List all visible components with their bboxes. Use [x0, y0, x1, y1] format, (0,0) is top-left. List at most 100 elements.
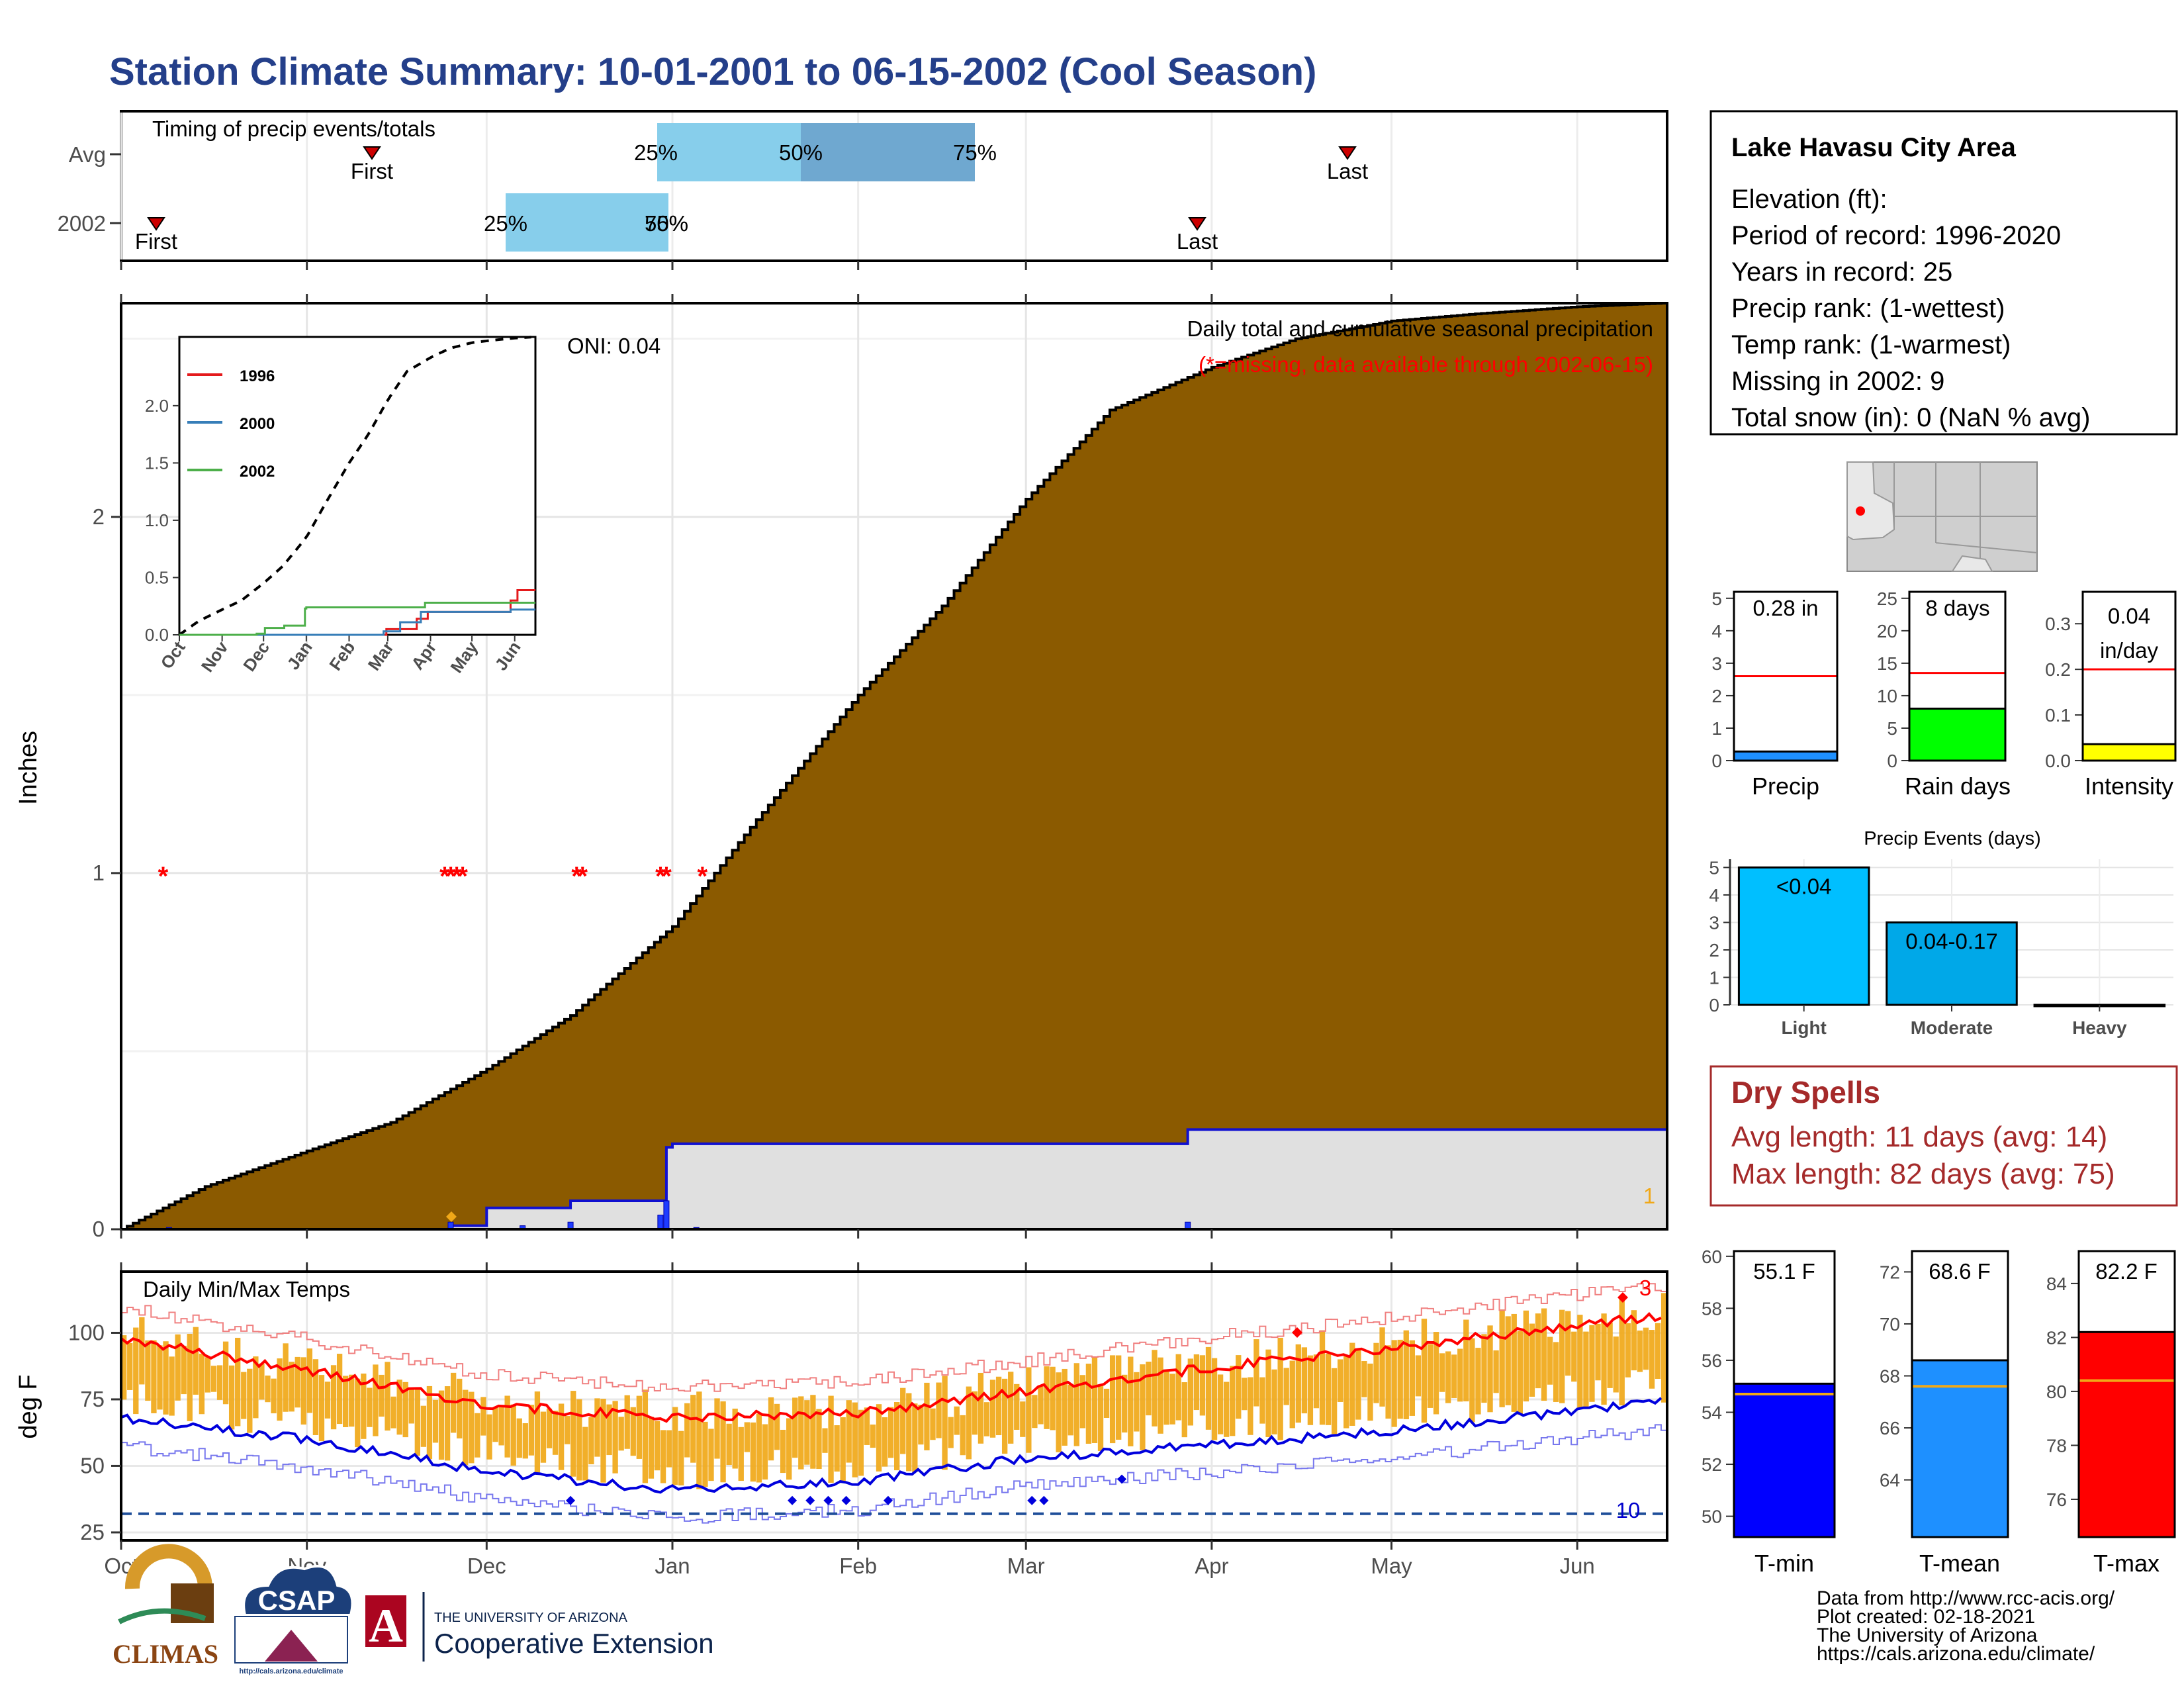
tmax-summary-bar: 76 78 80 82 84 82.2 F T-max	[2046, 1250, 2176, 1577]
daily-temp-bar	[1343, 1355, 1349, 1429]
daily-temp-bar	[463, 1389, 469, 1466]
temp-x-tick-label: Feb	[839, 1554, 877, 1578]
daily-temp-bar	[978, 1372, 984, 1444]
daily-temp-bar	[1379, 1327, 1385, 1407]
daily-temp-bar	[1475, 1348, 1481, 1415]
climas-wordmark: CLIMAS	[113, 1639, 218, 1669]
avg-q75-label: 75%	[953, 140, 997, 165]
daily-temp-bar	[672, 1407, 678, 1485]
daily-temp-bar	[289, 1362, 295, 1412]
station-info-box: Lake Havasu City Area Elevation (ft): Pe…	[1709, 110, 2178, 436]
daily-temp-bar	[612, 1401, 618, 1474]
timing-2002-box	[506, 193, 668, 252]
daily-temp-bar	[426, 1385, 433, 1460]
daily-temp-bar	[1091, 1357, 1098, 1443]
daily-temp-bar	[1134, 1372, 1140, 1432]
daily-temp-bar	[684, 1403, 690, 1458]
intensity-bar	[2081, 743, 2177, 762]
daily-temp-bar	[1439, 1353, 1445, 1392]
daily-temp-bar	[966, 1386, 972, 1460]
daily-temp-bar	[492, 1407, 498, 1442]
daily-temp-bar	[1259, 1377, 1265, 1424]
precip-bar-axis: 0 1 2 3 4 5	[1711, 588, 1734, 771]
daily-temp-bar	[1493, 1350, 1499, 1393]
daily-temp-bar	[828, 1395, 834, 1483]
temp-x-tick-label: Apr	[1195, 1554, 1228, 1578]
daily-temp-bar	[199, 1354, 205, 1415]
daily-temp-bar	[210, 1366, 217, 1392]
daily-temp-bar	[414, 1387, 420, 1456]
events-x-tick-label: Heavy	[2072, 1017, 2127, 1038]
daily-temp-bar	[1295, 1344, 1301, 1423]
daily-temp-bar	[1481, 1334, 1487, 1403]
avg-last-marker	[1338, 146, 1357, 160]
precip-frame	[120, 302, 1668, 1231]
avg-last-label: Last	[1327, 159, 1368, 183]
daily-temp-bar	[1541, 1308, 1547, 1401]
locator-map	[1846, 461, 2038, 572]
oni-label: ONI: 0.04	[567, 334, 660, 358]
daily-temp-bar	[133, 1327, 139, 1415]
daily-temp-bar	[1613, 1336, 1619, 1393]
daily-temp-bar	[894, 1402, 900, 1471]
daily-temp-bar	[432, 1399, 439, 1443]
inset-x-tick-label: Feb	[325, 637, 359, 674]
daily-temp-bar	[361, 1374, 367, 1439]
daily-temp-bar	[887, 1407, 894, 1458]
daily-temp-bar	[780, 1429, 786, 1474]
tmin-label: T-min	[1754, 1550, 1814, 1577]
daily-temp-bar	[708, 1429, 714, 1481]
cumulative-precip-2002-area	[121, 1128, 1668, 1231]
temp-y-tick-label: 25	[80, 1520, 105, 1544]
daily-temp-bar	[690, 1395, 696, 1463]
intensity-summary-bar: 0.0 0.1 0.2 0.3 0.04 in/day Intensity	[2045, 590, 2177, 800]
footer-line-4: https://cals.arizona.edu/climate/	[1817, 1643, 2095, 1665]
daily-temp-bar	[193, 1327, 199, 1395]
daily-temp-bar	[810, 1395, 816, 1469]
daily-temp-bar	[624, 1395, 630, 1449]
daily-temp-bar	[576, 1399, 582, 1481]
precip-x-ticks	[120, 294, 1578, 1272]
temp-y-axis: 25 50 75 100	[68, 1320, 121, 1544]
daily-temp-bar	[774, 1403, 780, 1450]
station-temp-rank: Temp rank: (1-warmest)	[1731, 330, 2011, 359]
daily-temp-bar	[1433, 1332, 1439, 1415]
daily-temp-bar	[1163, 1370, 1169, 1425]
daily-temp-bar	[1008, 1372, 1014, 1444]
summary-axis-tick-label: 0	[1711, 751, 1722, 771]
tmean-frame	[1911, 1250, 2009, 1538]
daily-temp-bar	[1589, 1325, 1595, 1402]
hot-count-label: 3	[1639, 1276, 1651, 1300]
tmean-label: T-mean	[1919, 1550, 2000, 1577]
daily-temp-bar	[1103, 1388, 1110, 1419]
summary-axis-tick-label: 56	[1702, 1350, 1722, 1371]
timing-panel: Timing of precip events/totals Avg 2002 …	[58, 110, 1668, 270]
legend-2000-label: 2000	[240, 415, 275, 433]
daily-temp-bar	[438, 1390, 445, 1460]
record-cold-marker	[1117, 1474, 1127, 1484]
daily-temp-range-bars	[121, 1293, 1667, 1489]
daily-temp-bar	[1463, 1319, 1469, 1401]
temp-x-tick-label: May	[1371, 1554, 1412, 1578]
daily-temp-bar	[469, 1391, 475, 1464]
daily-temp-bar	[1217, 1374, 1224, 1434]
ua-cooperative-extension: Cooperative Extension	[434, 1628, 714, 1659]
daily-temp-bar	[1211, 1358, 1218, 1440]
dry-spells-max: Max length: 82 days (avg: 75)	[1731, 1158, 2115, 1190]
daily-temp-bar	[1427, 1344, 1433, 1408]
record-cold-marker	[841, 1495, 851, 1505]
station-elevation: Elevation (ft):	[1731, 185, 1888, 214]
daily-temp-bar	[756, 1413, 762, 1483]
precip-panel: * **** ** ** * 012 Inches Daily total and cu…	[15, 302, 1668, 1241]
daily-temp-bar	[1122, 1374, 1128, 1433]
daily-temp-bar	[1655, 1323, 1661, 1379]
record-cold-marker	[1027, 1495, 1037, 1505]
missing-note: (*=missing, data available through 2002-…	[1199, 352, 1653, 377]
inset-frame	[178, 336, 537, 636]
station-name: Lake Havasu City Area	[1731, 133, 2017, 162]
tmin-axis: 50 52 54 56 58 60	[1702, 1246, 1734, 1527]
daily-temp-bar	[1517, 1331, 1523, 1415]
station-precip-rank: Precip rank: (1-wettest)	[1731, 294, 2005, 323]
daily-temp-bar	[1020, 1401, 1026, 1437]
